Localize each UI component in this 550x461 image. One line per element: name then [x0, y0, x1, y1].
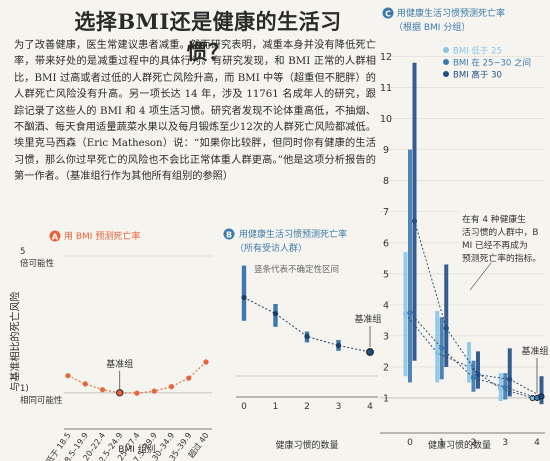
panel-c-ytick-label: 9: [383, 145, 389, 156]
panel-c-point: [498, 386, 504, 392]
panel-c-ci-bar: [408, 149, 412, 383]
panel-c-annotation-line: 在有 4 种健康生: [462, 213, 526, 225]
panel-c-point: [507, 376, 513, 382]
panel-a-ytick-sub: 倍可能性: [20, 258, 55, 269]
panel-c-point: [470, 375, 477, 381]
panel-c-point: [411, 218, 418, 224]
panel-c-ci-bar: [435, 311, 440, 383]
panel-a-ytick-label: 1): [20, 384, 29, 394]
panel-c-xtick-label: 0: [407, 438, 413, 448]
panel-c-legend-label: BMI 高于 30: [453, 70, 502, 81]
panel-c-ci-bar: [476, 351, 480, 389]
panel-a-point: [186, 375, 192, 381]
panel-a-title: 用 BMI 预测死亡率: [64, 230, 140, 242]
panel-a-ytick-sub: 相同可能性: [20, 395, 63, 406]
panel-c-annotation-bg: [459, 210, 550, 268]
panel-c-legend-label: BMI 低于 25: [453, 46, 502, 57]
panel-c-ytick-label: 4: [383, 300, 389, 311]
panel-b-xtick-label: 4: [367, 402, 373, 412]
panel-b-ci-bar: [241, 265, 247, 321]
panel-c-legend-label: BMI 在 25~30 之间: [453, 58, 531, 69]
panel-b-xtick-label: 2: [304, 402, 310, 412]
panel-c-ci-bar: [444, 264, 449, 367]
panel-c-point: [466, 364, 472, 370]
panel-c-ytick-label: 3: [383, 331, 389, 342]
panel-c-legend-swatch: [443, 71, 449, 77]
panel-a-xlabel: BMI 组别: [118, 443, 155, 455]
panel-c-annotation-line: MI 已经不再成为: [462, 239, 528, 251]
panel-a-point: [82, 381, 88, 387]
panel-a-point: [65, 373, 71, 379]
panel-a-point: [116, 389, 124, 397]
panel-b-xlabel: 健康习惯的数量: [275, 439, 338, 451]
panel-b-reference-label: 基准组: [354, 313, 381, 325]
panel-c-ytick-label: 1: [383, 393, 389, 404]
panel-b-series-line: [243, 297, 371, 353]
panel-b-xtick-label: 0: [241, 402, 247, 412]
panel-c-subtitle: （根据 BMI 分组）: [394, 21, 470, 33]
panel-c-ci-bar: [539, 376, 544, 405]
panel-c-ytick-label: 5: [383, 269, 389, 280]
panel-b-subtitle: （所有受访人群）: [235, 242, 307, 254]
panel-c-point: [502, 384, 508, 390]
panel-b-xtick-label: 1: [273, 402, 279, 412]
panel-c-point: [475, 372, 481, 378]
panel-b-badge-letter: B: [226, 231, 232, 240]
panel-c-point: [443, 325, 449, 331]
panel-c-xtick-label: 3: [502, 438, 508, 448]
panel-c-legend-swatch: [443, 47, 449, 53]
panel-a-badge: [49, 230, 61, 242]
panel-c-xtick-label: 4: [534, 438, 540, 448]
panel-c-badge: [382, 7, 394, 19]
panel-c-ci-bar: [507, 348, 512, 397]
panel-c-annotation-line: 活习惯的人群中，B: [462, 226, 538, 238]
panel-c-reference-label: 基准组: [521, 345, 548, 357]
panel-b-title: 用健康生活习惯预测死亡率: [239, 228, 347, 240]
panel-c-ytick-label: 7: [383, 207, 389, 218]
panel-a-series-line: [67, 361, 207, 394]
article-title: 选择BMI还是健康的生活习惯？: [74, 9, 342, 64]
panel-c-ci-bar: [412, 62, 417, 361]
panel-a-point: [151, 388, 157, 394]
panel-a-ytick-label: 5: [20, 247, 25, 257]
panel-c-title: 用健康生活习惯预测死亡率: [397, 7, 505, 19]
article-body: 为了改善健康，医生常建议患者减重。然而研究表明，减重本身并没有降低死亡率，带来好…: [14, 40, 376, 183]
panel-b-point: [272, 311, 279, 317]
panel-c-ytick-label: 10: [380, 114, 392, 125]
panel-b-xtick-label: 3: [336, 402, 342, 412]
panel-c-xlabel: 健康习惯的数量: [428, 439, 491, 451]
panel-c-point: [407, 310, 413, 316]
panel-b-badge: [223, 228, 235, 240]
panel-b-point: [241, 294, 247, 301]
panel-c-annotation-pointer: [469, 262, 492, 291]
panel-b-point: [304, 333, 310, 339]
panel-c-ytick-label: 6: [383, 238, 389, 249]
panel-b-point: [335, 342, 342, 349]
panel-a-badge-letter: A: [52, 233, 59, 242]
panel-c-legend-swatch: [443, 59, 449, 65]
panel-c-point: [538, 393, 545, 400]
panel-c-badge-letter: C: [385, 10, 391, 19]
panel-c-ytick-label: 11: [380, 83, 392, 94]
panel-a-point: [134, 390, 140, 396]
panel-c-xtick-label: 2: [471, 438, 477, 448]
panel-c-annotation-line: 预测死亡率的指标。: [462, 252, 541, 264]
panel-c-xtick-label: 1: [439, 438, 445, 448]
panel-c-ytick-label: 12: [380, 52, 392, 63]
panel-c-point: [402, 311, 409, 317]
panel-c-point: [439, 345, 445, 351]
panel-c-ytick-label: 2: [383, 362, 389, 373]
panel-b-point: [366, 348, 374, 356]
panel-a-point: [203, 359, 209, 365]
panel-c-point: [434, 350, 440, 356]
panel-a-point: [168, 384, 175, 390]
panel-a-reference-label: 基准组: [106, 358, 133, 370]
panel-b-annotation: 竖条代表不确定性区间: [254, 264, 339, 275]
panel-a-point: [99, 387, 106, 393]
panel-c-ytick-label: 8: [383, 176, 389, 187]
